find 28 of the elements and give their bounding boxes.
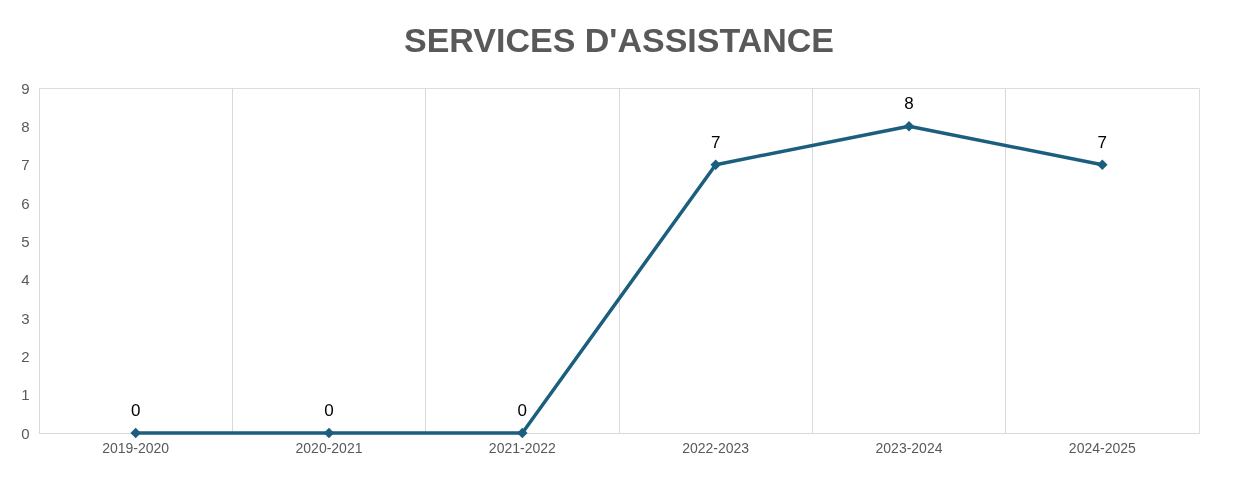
data-label: 0 <box>517 401 528 420</box>
x-tick-label: 2024-2025 <box>1068 439 1137 456</box>
point <box>903 121 915 132</box>
y-tick-label: 7 <box>21 156 30 174</box>
chart-title: SERVICES D'ASSISTANCE <box>403 21 835 59</box>
y-tick-label: 0 <box>21 424 30 442</box>
x-tick-label: 2022-2023 <box>682 439 750 456</box>
data-label: 8 <box>904 94 914 114</box>
y-tick-label: 6 <box>21 194 30 212</box>
y-tick-label: 1 <box>21 386 30 404</box>
y-tick-label: 3 <box>21 309 30 327</box>
x-tick-label: 2019-2020 <box>102 439 170 456</box>
y-tick-label: 4 <box>21 271 30 289</box>
point <box>710 159 721 170</box>
data-label: 7 <box>710 132 721 152</box>
x-tick-label: 2020-2021 <box>295 439 363 456</box>
x-tick-label: 2021-2022 <box>488 439 557 456</box>
point <box>517 427 528 439</box>
data-label: 0 <box>324 401 334 420</box>
y-tick-label: 8 <box>21 117 30 135</box>
data-label: 0 <box>130 401 141 420</box>
data-label: 7 <box>1097 132 1108 152</box>
point <box>130 427 141 439</box>
y-tick-label: 9 <box>21 79 30 97</box>
x-tick-label: 2023-2024 <box>875 439 943 456</box>
y-tick-label: 2 <box>21 347 30 365</box>
point <box>1097 159 1108 170</box>
y-tick-label: 5 <box>21 232 30 250</box>
